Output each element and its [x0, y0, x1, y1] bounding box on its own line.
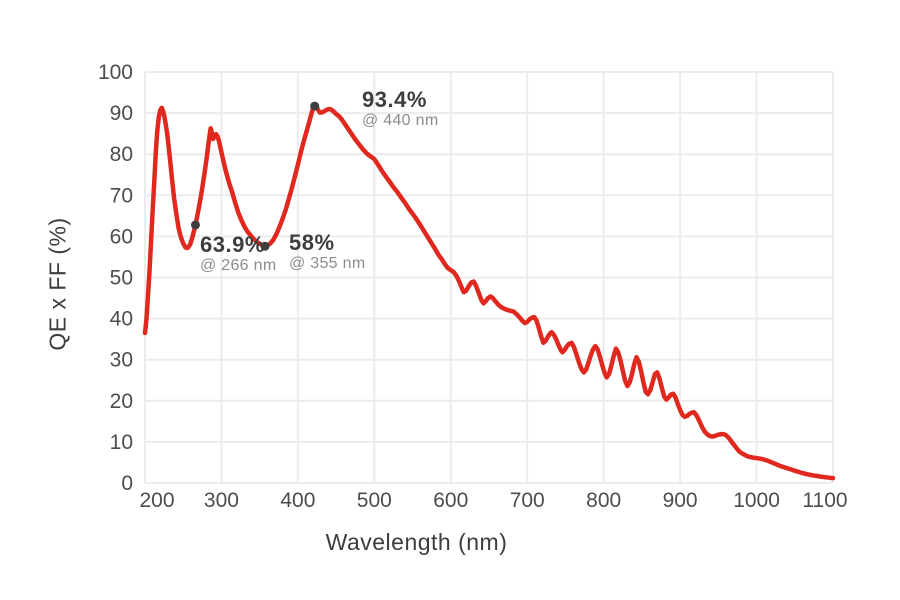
x-tick-label: 500 — [357, 489, 392, 512]
x-tick-label: 200 — [139, 489, 174, 512]
x-tick-label: 1100 — [802, 489, 847, 512]
y-tick-label: 40 — [110, 308, 133, 331]
y-tick-label: 0 — [121, 472, 133, 495]
x-tick-label: 800 — [586, 489, 621, 512]
annotation: 63.9% @ 266 nm — [200, 233, 276, 275]
annotation-value: 63.9% — [200, 232, 265, 257]
y-tick-label: 20 — [110, 390, 133, 413]
annotation: 93.4% @ 440 nm — [362, 88, 438, 130]
x-tick-label: 300 — [204, 489, 239, 512]
annotation-wavelength: @ 440 nm — [362, 112, 439, 129]
y-tick-label: 70 — [110, 184, 133, 207]
x-axis-title: Wavelength (nm) — [325, 529, 508, 555]
annotation-wavelength: @ 266 nm — [200, 257, 277, 274]
y-tick-label: 60 — [110, 225, 133, 248]
y-tick-label: 90 — [110, 102, 133, 125]
y-tick-label: 80 — [110, 143, 133, 166]
annotation-wavelength: @ 355 nm — [289, 255, 366, 272]
x-tick-label: 600 — [433, 489, 468, 512]
y-axis-title: QE x FF (%) — [44, 217, 71, 351]
annotation-value: 93.4% — [362, 87, 427, 112]
y-tick-label: 50 — [110, 267, 133, 290]
data-point-marker — [260, 241, 270, 251]
qe-curve — [142, 103, 836, 481]
data-point-marker — [310, 101, 320, 111]
y-tick-label: 10 — [110, 431, 133, 454]
y-tick-label: 30 — [110, 349, 133, 372]
annotation-value: 58% — [289, 230, 335, 255]
x-tick-label: 900 — [663, 489, 698, 512]
data-point-marker — [190, 220, 200, 230]
x-tick-label: 1000 — [733, 489, 780, 512]
y-tick-label: 100 — [98, 61, 133, 84]
annotation: 58% @ 355 nm — [289, 231, 365, 273]
x-tick-label: 700 — [510, 489, 545, 512]
x-tick-label: 400 — [280, 489, 315, 512]
